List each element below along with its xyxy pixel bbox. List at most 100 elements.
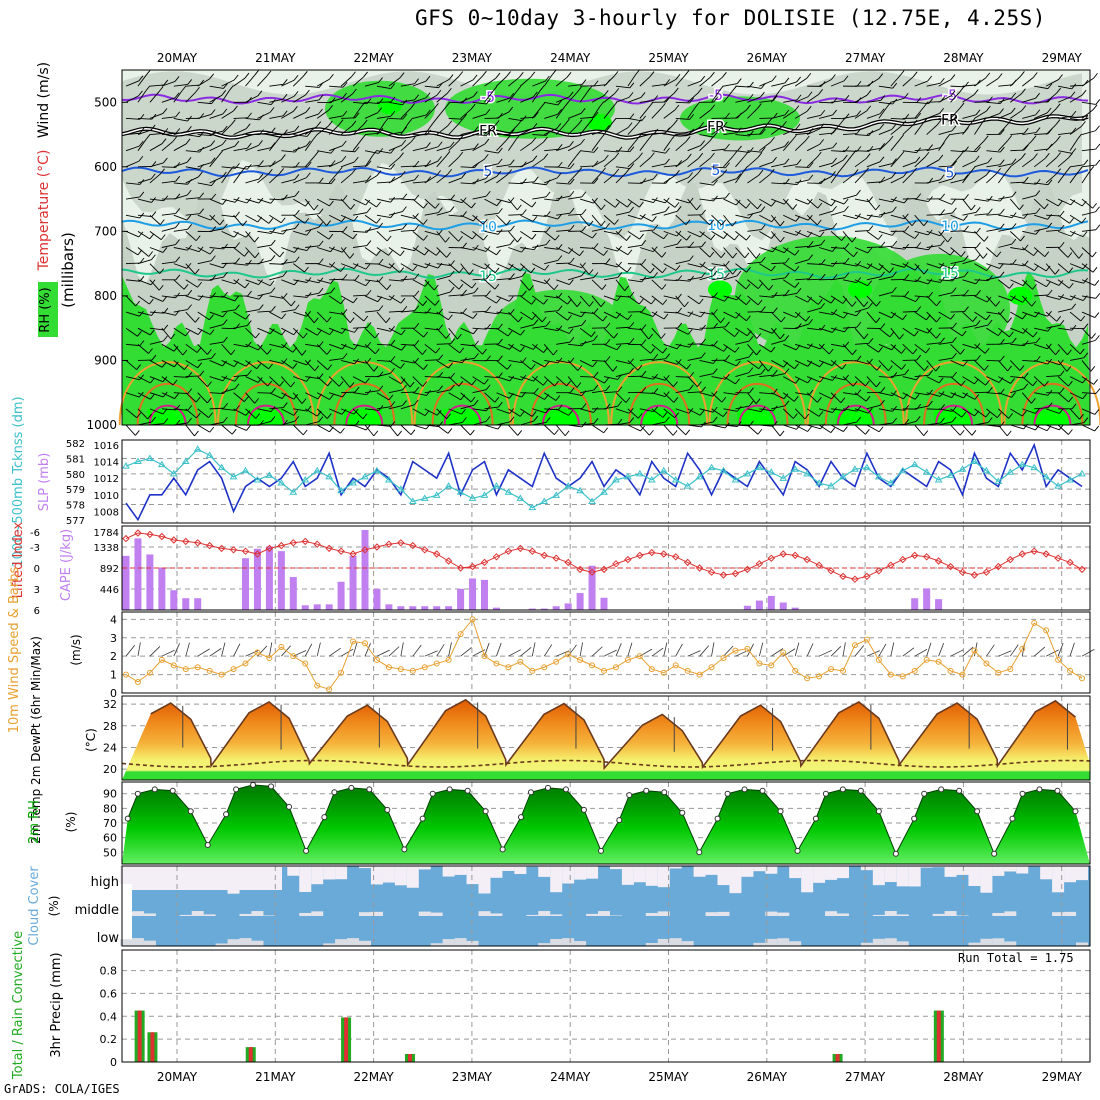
wind-barb-flag	[650, 298, 656, 305]
wind-barb-flag	[772, 95, 778, 101]
wind-barb	[376, 214, 391, 218]
wind-barb-flag	[1022, 313, 1027, 320]
cloud-level-label: low	[97, 931, 120, 946]
wind-barb-flag	[340, 427, 345, 434]
rh-point	[517, 814, 524, 821]
wind-barb	[137, 259, 152, 265]
wind-barb-flag	[602, 315, 608, 322]
wind-barb	[819, 101, 834, 104]
wind-barb-flag	[952, 371, 957, 378]
wind-barb	[926, 342, 941, 345]
wind-barb-flag	[784, 400, 790, 407]
cloud-high-clear	[1052, 866, 1065, 893]
wind-barb	[305, 245, 320, 248]
wind-barb-flag	[244, 251, 249, 257]
wind-barb	[460, 263, 470, 275]
precip-convective-bar	[344, 1017, 349, 1062]
wind-barb-flag	[603, 90, 609, 96]
wind-barb	[364, 214, 377, 224]
wind-barb	[770, 327, 781, 340]
wind-barb-flag	[772, 292, 778, 298]
rh-saturated-surface	[639, 408, 678, 425]
wind-barb	[938, 279, 953, 282]
wind-barb-flag	[749, 387, 754, 394]
wind-barb	[305, 408, 318, 417]
rh-saturated-spot	[848, 280, 872, 299]
wind-barb	[579, 263, 590, 275]
wind-barb	[986, 408, 998, 418]
wind-barb	[986, 392, 1001, 395]
wind-barb	[759, 100, 774, 103]
wind-barb	[842, 150, 858, 152]
wind-barb	[866, 276, 881, 281]
wind-speed-point	[1007, 666, 1014, 673]
wind-barb-flag	[338, 119, 344, 125]
wind-barb-flag	[735, 312, 741, 319]
wind-barb-flag	[279, 168, 285, 174]
rh-point	[419, 815, 426, 822]
wind-barb	[233, 374, 248, 378]
wind-barb	[520, 343, 534, 350]
wind-barb-flag	[195, 396, 201, 403]
rh-point	[759, 787, 766, 794]
lifted-index-point	[719, 571, 728, 579]
wind-barb	[926, 230, 941, 237]
wind-barb	[137, 376, 151, 384]
wind-barb	[173, 194, 188, 200]
wind-barb	[723, 295, 738, 301]
wind-barb	[711, 76, 723, 87]
precip-tick-label: 0	[110, 1056, 117, 1069]
wind-barb	[735, 134, 750, 137]
wind-barb	[723, 132, 738, 135]
wind-barb	[818, 247, 833, 252]
wind-barb	[950, 91, 961, 103]
wind-barb-flag	[922, 118, 928, 124]
wind-barb-flag	[1071, 110, 1077, 117]
wind-barb-flag	[294, 209, 300, 216]
wind-barb	[400, 229, 415, 232]
wind-barb-flag	[629, 291, 635, 298]
wind-barb	[1058, 327, 1073, 331]
wind-barb	[543, 376, 555, 387]
wind-barb-flag	[839, 118, 845, 125]
wind-barb	[663, 92, 675, 103]
wind-barb-flag	[593, 80, 599, 87]
wind-barb	[782, 360, 795, 370]
wind-barb-flag	[939, 230, 945, 236]
wind-barb	[352, 311, 365, 322]
wind-barb-flag	[771, 233, 776, 239]
wind-barb	[663, 164, 678, 168]
wind-barb	[675, 141, 687, 152]
wind-barb	[460, 424, 471, 436]
wind-barb-flag	[378, 258, 384, 265]
wind-barb-flag	[879, 156, 885, 163]
wind-barb	[149, 84, 164, 87]
wind-barb	[460, 108, 472, 119]
wind-barb	[173, 294, 188, 297]
wind-barb-flag	[892, 240, 898, 247]
surface-wind-barb	[758, 642, 764, 657]
wind-barb-flag	[473, 126, 479, 132]
wind-barb	[579, 90, 589, 103]
wind-barb	[603, 76, 615, 87]
wind-barb-flag	[294, 223, 300, 229]
wind-barb-flag	[638, 152, 643, 159]
wind-barb	[842, 194, 857, 200]
wind-barb	[472, 420, 487, 426]
wind-barb-flag	[1011, 337, 1017, 344]
wind-barb	[496, 111, 510, 119]
rh-point	[580, 806, 587, 813]
wind-barb	[603, 376, 618, 380]
wind-barb-flag	[892, 286, 897, 293]
wind-barb	[866, 360, 878, 371]
wind-barb	[340, 360, 355, 365]
wind-barb-flag	[246, 320, 252, 326]
wind-barb-flag	[1021, 105, 1027, 111]
wind-barb	[794, 424, 808, 432]
wind-barb-flag	[737, 389, 742, 395]
wind-barb-flag	[506, 219, 511, 226]
top-date-label: 23MAY	[452, 51, 493, 65]
wind-barb-flag	[935, 333, 941, 339]
wind-barb-flag	[351, 71, 356, 78]
wind-barb-flag	[293, 410, 299, 416]
